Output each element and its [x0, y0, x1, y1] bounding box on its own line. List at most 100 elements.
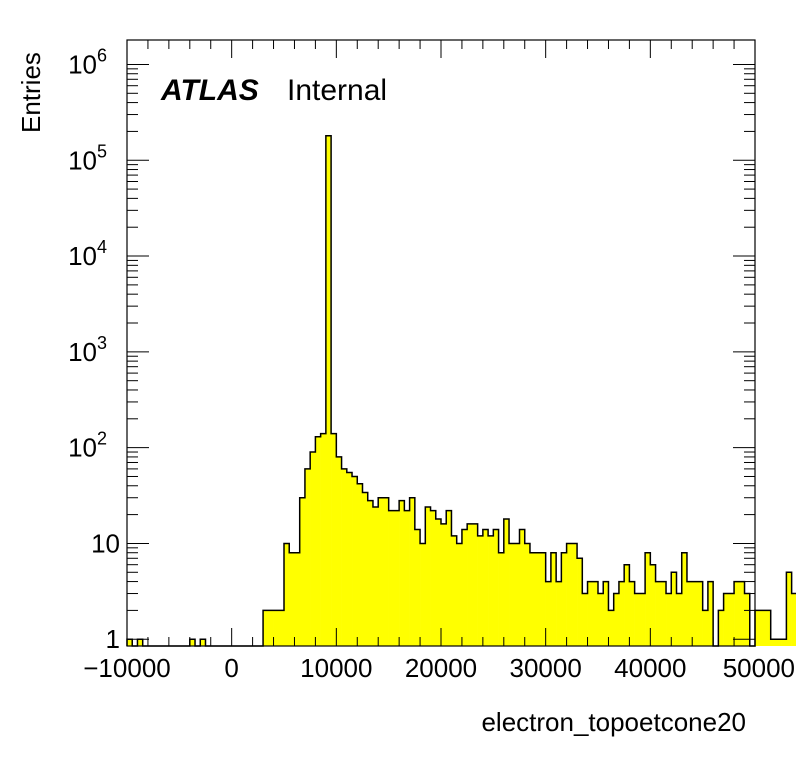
histogram-bar: [545, 581, 552, 646]
internal-label: Internal: [287, 74, 387, 107]
histogram-bar: [598, 593, 604, 646]
histogram-bar: [336, 456, 342, 646]
histogram-bar: [461, 529, 468, 646]
histogram-bar: [770, 639, 777, 646]
histogram-bar: [372, 507, 379, 646]
histogram-bar: [535, 552, 541, 646]
histogram-bar: [304, 468, 311, 646]
y-tick-label: 10: [91, 528, 120, 558]
histogram-bar: [681, 552, 688, 646]
histogram-bar: [618, 581, 625, 646]
histogram-bar: [352, 476, 358, 646]
histogram-bar: [383, 497, 389, 646]
y-tick-label: 102: [68, 429, 107, 463]
histogram-bar: [791, 593, 796, 646]
histogram-bar: [765, 610, 771, 646]
histogram-bar: [624, 564, 630, 646]
histogram-bar: [781, 639, 787, 646]
histogram-bar: [404, 510, 410, 646]
histogram-bar: [278, 610, 285, 646]
x-tick-label: 10000: [300, 653, 372, 683]
histogram-bar: [200, 639, 206, 646]
y-tick-label: 1: [106, 624, 120, 654]
histogram-bar: [393, 510, 400, 646]
histogram-bar: [284, 543, 290, 646]
histogram-bar: [414, 529, 421, 646]
x-tick-label: 30000: [510, 653, 582, 683]
histogram-bar: [692, 581, 698, 646]
histogram-bar: [467, 523, 473, 646]
histogram-bar: [734, 581, 740, 646]
histogram-bar: [608, 610, 614, 646]
y-tick-label: 103: [68, 333, 107, 367]
x-tick-label: 40000: [614, 653, 686, 683]
histogram-bar: [655, 581, 662, 646]
histogram-bar: [540, 552, 546, 646]
histogram-bar: [529, 552, 536, 646]
histogram-bar: [263, 610, 269, 646]
histogram-bar: [493, 529, 499, 646]
histogram-bar: [566, 543, 573, 646]
histogram-bar: [367, 500, 374, 646]
x-axis-tick-labels: −10000 0 10000 20000 30000 40000 50000: [83, 653, 795, 683]
histogram-bar: [556, 581, 562, 646]
histogram-bar: [331, 433, 337, 646]
y-axis-title: Entries: [16, 52, 46, 133]
histogram-bar: [320, 433, 327, 646]
histogram-bar: [723, 593, 730, 646]
histogram-bar: [577, 558, 583, 646]
histogram-bar: [341, 468, 348, 646]
histogram-bar: [299, 497, 306, 646]
histogram-bar: [739, 581, 745, 646]
histogram-bar: [456, 543, 463, 646]
histogram-bar: [451, 535, 457, 646]
histogram-bar: [671, 572, 677, 646]
histogram-bar: [519, 529, 526, 646]
histogram-bar: [503, 518, 510, 646]
histogram-bar: [446, 510, 452, 646]
histogram-bar: [420, 543, 426, 646]
histogram-bar: [362, 492, 369, 646]
histogram-bar: [294, 552, 300, 646]
histogram-bar: [325, 135, 332, 646]
histogram-bar: [718, 610, 724, 646]
histogram-bar: [435, 518, 442, 646]
histogram-bar: [550, 552, 557, 646]
histogram-bar: [127, 639, 133, 646]
histogram-bar: [702, 610, 709, 646]
histogram-bar: [582, 593, 588, 646]
y-tick-label: 104: [68, 237, 107, 271]
histogram-bar: [707, 581, 714, 646]
histogram-bar: [786, 572, 792, 646]
histogram-bar: [697, 581, 703, 646]
histogram-bar: [357, 483, 363, 646]
histogram-bar: [592, 581, 599, 646]
histogram-bar: [137, 639, 143, 646]
histogram-bar: [268, 610, 274, 646]
y-axis-tick-labels: 1 10 102 103 104 105 106: [68, 45, 120, 654]
x-tick-label: 50000: [723, 653, 795, 683]
histogram-bar: [613, 593, 620, 646]
histogram-bar: [488, 535, 494, 646]
histogram-bar: [660, 581, 667, 646]
histogram-bar: [524, 543, 531, 646]
histogram-bar: [273, 610, 280, 646]
x-axis-ticks: [126, 40, 756, 646]
histogram-bar: [315, 436, 321, 646]
histogram-bar: [645, 552, 651, 646]
x-tick-label: −10000: [83, 653, 170, 683]
histogram-bar: [378, 497, 384, 646]
histogram-bar: [441, 523, 447, 646]
histogram-bar: [587, 581, 594, 646]
histogram-bar: [639, 593, 646, 646]
histogram-bar: [425, 507, 431, 646]
histogram-bar: [775, 639, 782, 646]
histogram-bar: [728, 593, 735, 646]
histogram-bar: [561, 552, 567, 646]
histogram-bar: [760, 610, 766, 646]
histogram-bar: [430, 510, 437, 646]
histogram-bar: [388, 510, 395, 646]
histogram-bar: [634, 593, 641, 646]
histogram-bar: [346, 472, 353, 646]
